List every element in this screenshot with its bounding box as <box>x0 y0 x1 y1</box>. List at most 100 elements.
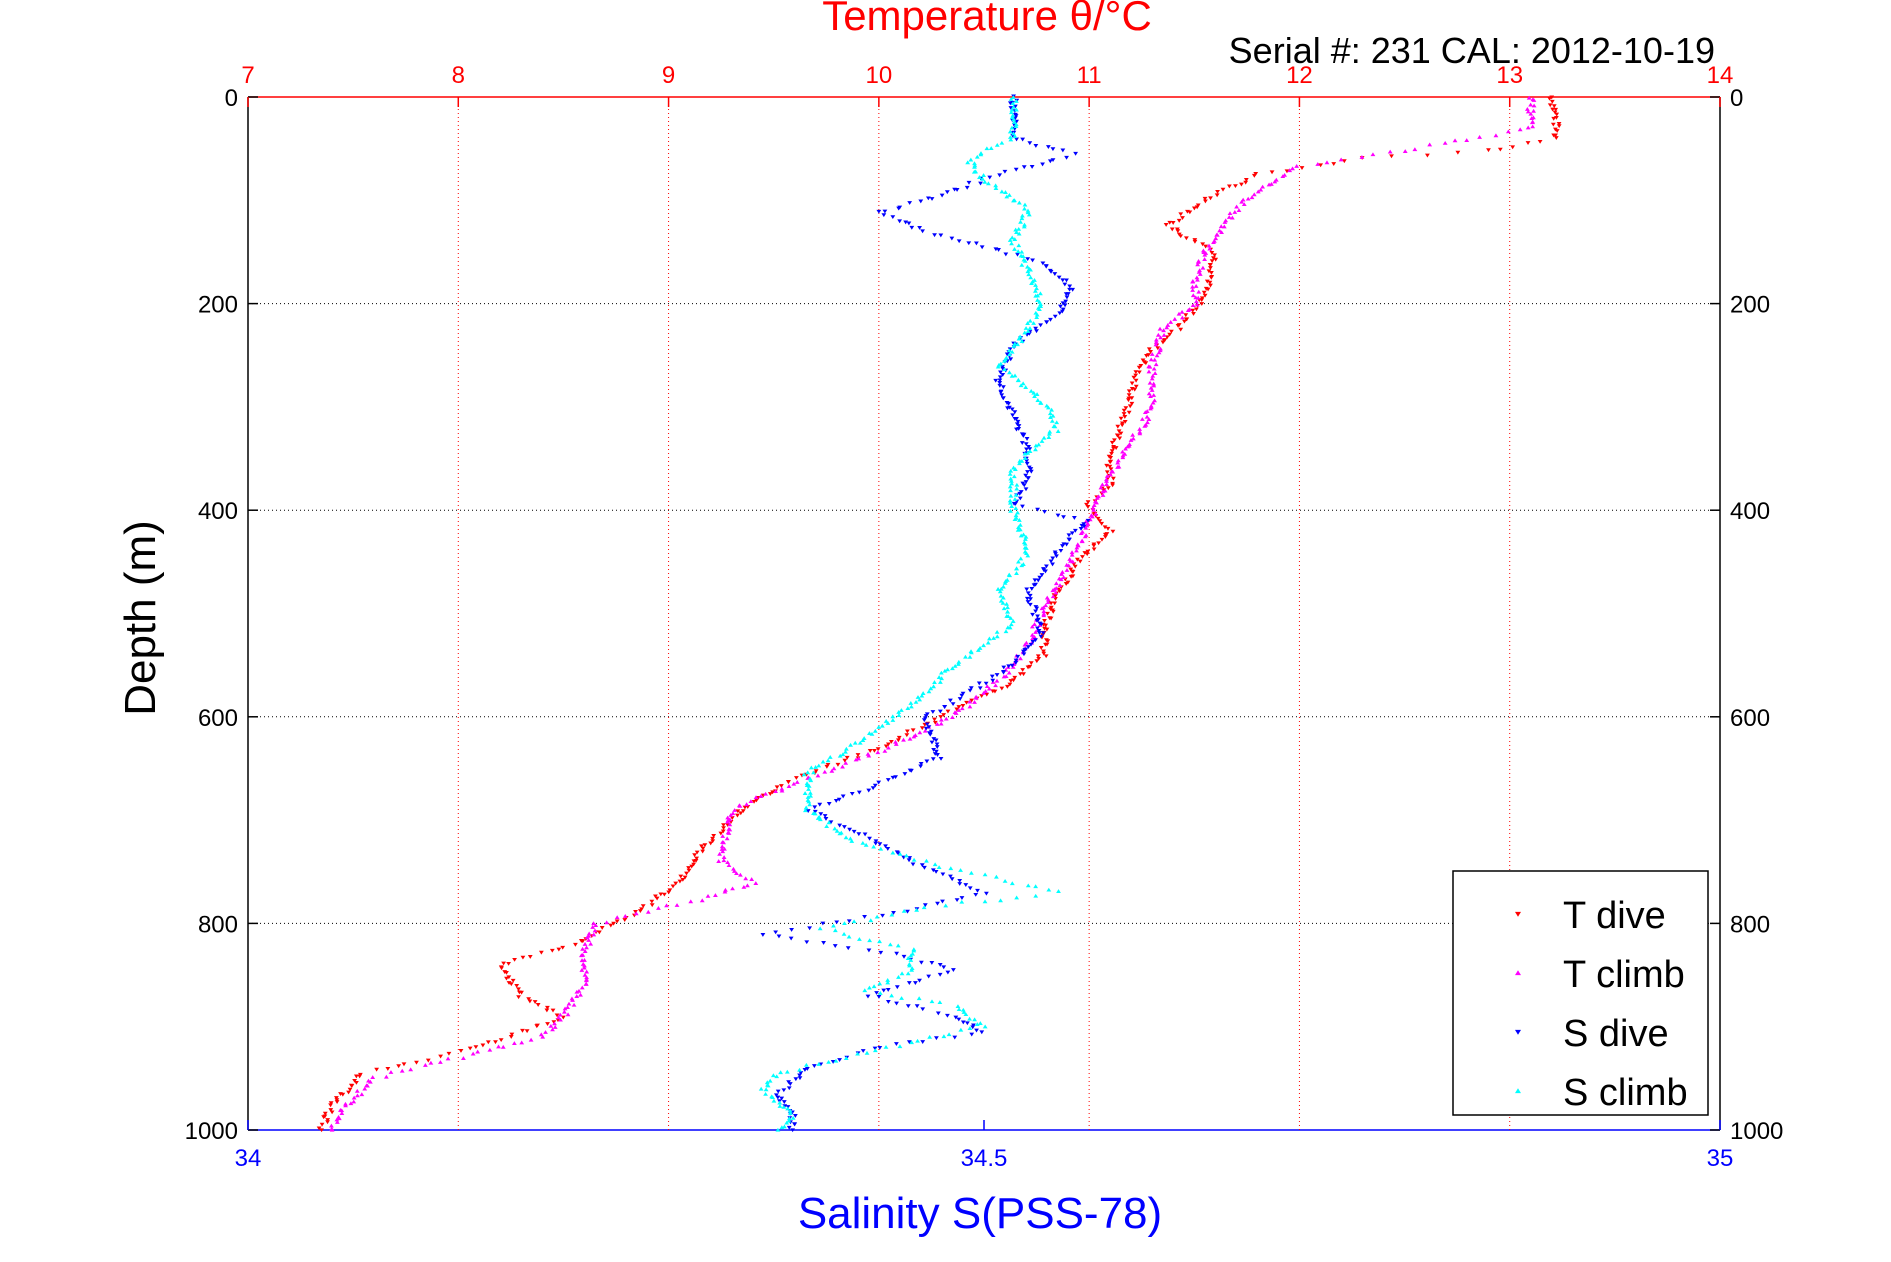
data-point <box>511 1041 517 1045</box>
data-point <box>997 173 1003 178</box>
data-point <box>1104 479 1109 483</box>
data-point <box>1025 264 1030 269</box>
data-point <box>1072 564 1078 569</box>
data-point <box>737 803 743 808</box>
data-point <box>956 239 962 244</box>
data-point <box>1026 331 1032 336</box>
data-point <box>1044 627 1050 632</box>
data-point <box>566 1001 572 1006</box>
data-point <box>1192 239 1198 244</box>
data-point <box>329 1110 335 1115</box>
data-point <box>1022 206 1027 211</box>
data-point <box>1552 110 1558 115</box>
data-point <box>1036 629 1042 633</box>
data-point <box>743 876 749 881</box>
data-point <box>932 233 937 238</box>
data-point <box>1155 332 1161 337</box>
data-point <box>520 955 526 960</box>
data-point <box>1200 248 1206 253</box>
data-point <box>871 984 877 989</box>
data-point <box>1008 137 1014 142</box>
data-point <box>1029 281 1034 286</box>
data-point <box>997 378 1003 383</box>
data-point <box>917 225 923 230</box>
data-point <box>804 1067 810 1071</box>
data-point <box>745 883 750 888</box>
data-point <box>1000 373 1006 377</box>
data-point <box>1028 467 1034 472</box>
data-point <box>881 988 887 993</box>
data-point <box>1194 205 1200 210</box>
data-point <box>824 824 830 829</box>
data-point <box>682 875 688 880</box>
data-point <box>851 829 857 834</box>
data-point <box>560 1015 566 1020</box>
data-point <box>758 1086 764 1091</box>
data-point <box>1204 279 1210 284</box>
data-point <box>948 866 954 871</box>
data-point <box>480 1043 486 1048</box>
data-point <box>1008 106 1014 111</box>
data-point <box>734 871 739 876</box>
data-point <box>945 667 951 672</box>
data-point <box>1002 169 1008 174</box>
data-point <box>851 919 857 924</box>
data-point <box>1185 308 1191 312</box>
x-top-tick-label: 11 <box>1077 62 1102 89</box>
data-point <box>825 758 831 763</box>
data-point <box>1120 455 1126 460</box>
data-point <box>994 634 1000 639</box>
data-point <box>1169 329 1174 334</box>
data-point <box>1069 531 1075 536</box>
data-point <box>1161 328 1166 333</box>
data-point <box>784 1120 790 1125</box>
data-point <box>853 757 859 762</box>
data-point <box>1161 333 1167 337</box>
data-point <box>1021 652 1027 657</box>
data-point <box>765 1083 771 1088</box>
data-point <box>867 749 873 753</box>
data-point <box>878 846 884 851</box>
data-point <box>835 762 841 767</box>
data-point <box>855 753 861 758</box>
data-point <box>938 721 944 726</box>
data-point <box>994 673 1000 677</box>
series-s-dive <box>760 94 1091 1133</box>
data-point <box>1039 439 1045 443</box>
data-point <box>779 1125 785 1130</box>
data-point <box>1109 451 1114 456</box>
data-point <box>909 225 915 230</box>
data-point <box>504 970 509 975</box>
data-point <box>1227 211 1233 216</box>
data-point <box>1025 321 1031 325</box>
data-point <box>918 761 924 766</box>
data-point <box>867 938 873 943</box>
data-point <box>826 802 832 806</box>
data-point <box>328 1103 333 1108</box>
data-point <box>1007 573 1013 578</box>
data-point <box>760 933 766 937</box>
data-point <box>793 776 799 780</box>
data-point <box>1013 124 1019 128</box>
data-point <box>890 215 896 220</box>
data-point <box>720 829 726 834</box>
data-point <box>1102 535 1108 539</box>
data-point <box>1015 252 1020 257</box>
data-point <box>1004 352 1010 357</box>
x-top-tick-label: 8 <box>452 62 465 89</box>
data-point <box>1427 142 1433 147</box>
data-point <box>1058 577 1064 582</box>
data-point <box>1531 103 1537 108</box>
data-point <box>896 735 902 740</box>
data-point <box>979 245 985 250</box>
data-point <box>786 780 791 784</box>
data-point <box>1060 148 1066 153</box>
data-point <box>1194 302 1200 307</box>
data-point <box>458 1049 464 1053</box>
data-point <box>862 915 867 919</box>
data-point <box>461 1056 466 1060</box>
data-point <box>1089 514 1095 519</box>
data-point <box>972 163 978 168</box>
data-point <box>804 940 810 945</box>
data-point <box>936 865 942 870</box>
